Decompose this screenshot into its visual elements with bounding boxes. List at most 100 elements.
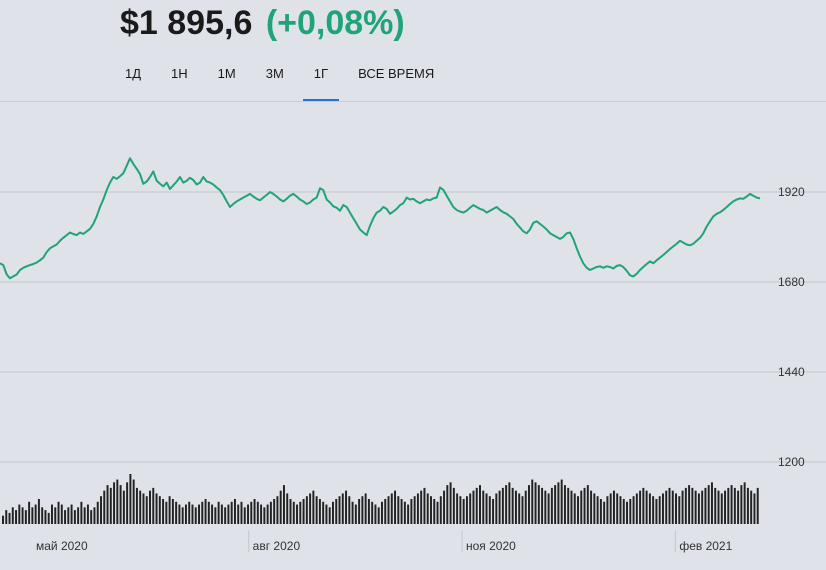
volume-bar bbox=[126, 482, 129, 524]
volume-bar bbox=[279, 490, 282, 524]
volume-bar bbox=[328, 507, 331, 524]
volume-bar bbox=[220, 504, 223, 524]
volume-bar bbox=[400, 499, 403, 524]
volume-bar bbox=[18, 504, 21, 524]
volume-bar bbox=[158, 496, 161, 524]
volume-bar bbox=[465, 496, 468, 524]
volume-bar bbox=[655, 499, 658, 524]
tab-3m[interactable]: 3М bbox=[265, 66, 284, 81]
volume-bar bbox=[436, 501, 439, 524]
volume-bar bbox=[577, 496, 579, 524]
volume-bar bbox=[609, 493, 612, 524]
volume-bar bbox=[632, 496, 635, 524]
volume-bar bbox=[501, 487, 504, 524]
volume-bar bbox=[24, 510, 27, 524]
volume-bar bbox=[665, 490, 668, 524]
volume-bar bbox=[658, 496, 661, 524]
volume-bar bbox=[488, 496, 491, 524]
y-tick-1680: 1680 bbox=[778, 275, 805, 289]
volume-bar bbox=[439, 496, 442, 524]
volume-bar bbox=[142, 493, 145, 524]
volume-bar bbox=[296, 504, 299, 524]
volume-bar bbox=[247, 504, 250, 524]
tab-1m[interactable]: 1М bbox=[217, 66, 236, 81]
x-tick-label: фев 2021 bbox=[679, 539, 732, 553]
volume-bar bbox=[41, 507, 44, 524]
y-tick-1920: 1920 bbox=[778, 185, 805, 199]
volume-bar bbox=[668, 487, 671, 524]
tab-1y[interactable]: 1Г bbox=[299, 58, 343, 102]
volume-bar bbox=[534, 482, 537, 524]
volume-bar bbox=[416, 493, 419, 524]
volume-bar bbox=[132, 479, 135, 524]
volume-bar bbox=[155, 493, 158, 524]
volume-bar bbox=[384, 499, 387, 524]
volume-bar bbox=[508, 482, 511, 524]
volume-bar bbox=[746, 487, 749, 524]
volume-bar bbox=[367, 499, 370, 524]
volume-bar bbox=[462, 499, 465, 524]
volume-bar bbox=[292, 501, 295, 524]
volume-bar bbox=[714, 487, 717, 524]
volume-bar bbox=[233, 499, 236, 524]
volume-bar bbox=[681, 490, 684, 524]
volume-bar bbox=[740, 485, 743, 524]
volume-bar bbox=[37, 499, 40, 524]
volume-bar bbox=[492, 499, 495, 524]
volume-bar bbox=[570, 490, 573, 524]
volume-bar bbox=[113, 482, 116, 524]
volume-bar bbox=[485, 493, 488, 524]
volume-bar bbox=[106, 485, 109, 524]
volume-bar bbox=[756, 487, 759, 524]
volume-bar bbox=[639, 490, 642, 524]
volume-bar bbox=[387, 496, 390, 524]
volume-bar bbox=[371, 501, 374, 524]
volume-bar bbox=[691, 487, 694, 524]
volume-bar bbox=[671, 490, 674, 524]
volume-bar bbox=[145, 496, 148, 524]
volume-bar bbox=[619, 496, 622, 524]
volume-bar bbox=[675, 493, 678, 524]
volume-bar bbox=[707, 485, 710, 524]
volume-bar bbox=[149, 490, 151, 524]
volume-bar bbox=[505, 485, 508, 524]
volume-bar bbox=[557, 482, 560, 524]
volume-bar bbox=[207, 501, 210, 524]
tab-all-time[interactable]: ВСЕ ВРЕМЯ bbox=[358, 66, 435, 81]
volume-bar bbox=[230, 501, 233, 524]
tab-1d[interactable]: 1Д bbox=[125, 66, 142, 81]
chart-gridlines bbox=[0, 191, 826, 463]
volume-bar bbox=[642, 487, 645, 524]
volume-bar bbox=[165, 501, 168, 524]
volume-bar bbox=[750, 490, 753, 524]
volume-bar bbox=[586, 485, 589, 524]
volume-bar bbox=[54, 507, 57, 524]
volume-bar bbox=[305, 496, 308, 524]
volume-bar bbox=[590, 490, 593, 524]
volume-bar bbox=[567, 487, 570, 524]
volume-bar bbox=[103, 490, 106, 524]
volume-bar bbox=[139, 490, 142, 524]
volume-bar bbox=[528, 485, 530, 524]
volume-bar bbox=[227, 504, 230, 524]
volume-bar bbox=[175, 501, 178, 524]
volume-bar bbox=[240, 501, 243, 524]
volume-bar bbox=[31, 507, 34, 524]
volume-bar bbox=[423, 487, 426, 524]
volume-bar bbox=[743, 482, 746, 524]
volume-bar bbox=[273, 499, 276, 524]
volume-bar bbox=[495, 493, 498, 524]
volume-bar bbox=[119, 485, 122, 524]
tab-1w[interactable]: 1Н bbox=[171, 66, 188, 81]
volume-bar bbox=[446, 485, 449, 524]
volume-bar bbox=[302, 499, 305, 524]
volume-bar bbox=[563, 485, 566, 524]
volume-bar bbox=[2, 515, 4, 524]
volume-bar bbox=[77, 507, 80, 524]
volume-bar bbox=[191, 504, 194, 524]
volume-bar bbox=[710, 482, 713, 524]
volume-bar bbox=[407, 504, 410, 524]
volume-bar bbox=[521, 496, 524, 524]
volume-bar bbox=[397, 496, 400, 524]
price-header: $1 895,6 (+0,08%) bbox=[120, 4, 405, 43]
